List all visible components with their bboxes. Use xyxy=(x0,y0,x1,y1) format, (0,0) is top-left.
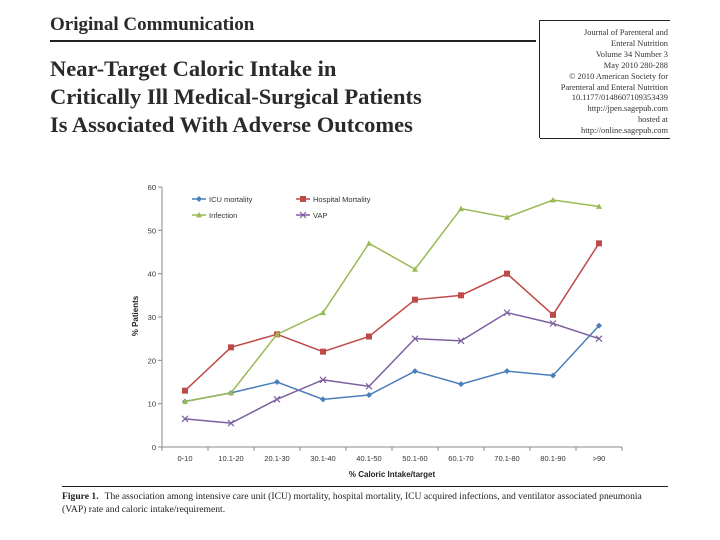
data-point-hospital-mortality xyxy=(550,311,556,318)
x-tick-label: 50.1-60 xyxy=(402,454,427,463)
header-rule xyxy=(50,40,536,42)
section-label: Original Communication xyxy=(50,14,255,35)
series-line-hospital-mortality xyxy=(184,242,600,392)
legend-marker-hospital-mortality xyxy=(300,196,306,202)
data-point-icu-mortality xyxy=(504,368,510,375)
data-point-infection xyxy=(182,398,188,404)
data-point-infection xyxy=(504,214,510,220)
x-tick-label: 20.1-30 xyxy=(264,454,289,463)
data-point-infection xyxy=(596,203,602,209)
data-point-infection xyxy=(320,309,326,316)
data-point-icu-mortality xyxy=(550,372,556,379)
y-tick-label: 60 xyxy=(148,183,156,192)
y-axis-label: % Patients xyxy=(131,295,140,336)
x-tick-label: 30.1-40 xyxy=(310,454,335,463)
data-point-vap xyxy=(181,415,189,423)
data-point-hospital-mortality xyxy=(412,296,418,303)
y-tick-label: 10 xyxy=(148,400,156,409)
x-tick-label: >90 xyxy=(593,454,606,463)
data-point-icu-mortality xyxy=(458,381,464,388)
x-tick-label: 40.1-50 xyxy=(356,454,381,463)
y-tick-label: 20 xyxy=(148,356,156,365)
x-tick-label: 70.1-80 xyxy=(494,454,519,463)
journal-info-line: http://online.sagepub.com xyxy=(581,126,668,136)
data-point-infection xyxy=(228,389,234,396)
figure-caption-text: The association among intensive care uni… xyxy=(62,491,642,515)
data-point-icu-mortality xyxy=(412,368,418,375)
data-point-hospital-mortality xyxy=(458,292,464,299)
legend-marker-vap xyxy=(299,211,307,219)
journal-info-line: Volume 34 Number 3 xyxy=(595,49,668,59)
legend-marker-infection xyxy=(196,212,202,218)
legend-label-infection: Infection xyxy=(209,211,237,220)
data-point-icu-mortality xyxy=(596,322,602,329)
data-point-icu-mortality xyxy=(274,379,280,385)
data-point-icu-mortality xyxy=(320,396,326,403)
journal-box-rule-top xyxy=(540,20,670,21)
article-title-line-2: Critically Ill Medical-Surgical Patients xyxy=(50,84,422,109)
figure-caption: Figure 1. The association among intensive… xyxy=(62,490,668,516)
legend-label-icu-mortality: ICU mortality xyxy=(209,195,253,204)
x-tick-label: 80.1-90 xyxy=(540,454,565,463)
data-point-vap xyxy=(227,419,235,427)
data-point-vap xyxy=(319,376,327,384)
series-line-vap xyxy=(184,311,600,424)
x-tick-label: 60.1-70 xyxy=(448,454,473,463)
data-point-hospital-mortality xyxy=(596,240,602,247)
legend-label-hospital-mortality: Hospital Mortality xyxy=(313,195,371,204)
journal-box-rule-bottom xyxy=(540,138,670,139)
figure-rule xyxy=(62,486,668,487)
article-title-line-3: Is Associated With Adverse Outcomes xyxy=(50,112,413,137)
y-tick-label: 50 xyxy=(148,226,156,235)
legend-label-vap: VAP xyxy=(313,211,327,220)
data-point-infection xyxy=(412,266,418,272)
y-tick-label: 40 xyxy=(148,270,156,279)
journal-info: Journal of Parenteral and Enteral Nutrit… xyxy=(542,28,668,137)
data-point-infection xyxy=(550,197,556,203)
y-tick-label: 30 xyxy=(148,313,156,322)
journal-info-line: Enteral Nutrition xyxy=(611,38,668,48)
x-tick-label: 0-10 xyxy=(177,454,192,463)
journal-info-line: Parenteral and Enteral Nutrition xyxy=(560,82,668,92)
journal-info-line: http://jpen.sagepub.com xyxy=(587,104,668,114)
article-title-line-1: Near-Target Caloric Intake in xyxy=(50,56,337,81)
data-point-hospital-mortality xyxy=(366,333,372,340)
data-point-vap xyxy=(365,382,373,390)
journal-info-line: May 2010 280-288 xyxy=(603,60,668,70)
journal-info-line: hosted at xyxy=(637,115,668,125)
data-point-vap xyxy=(457,337,465,345)
y-tick-label: 0 xyxy=(152,443,156,452)
series-line-icu-mortality xyxy=(184,325,600,403)
data-point-vap xyxy=(549,320,557,327)
data-point-vap xyxy=(595,335,603,343)
data-point-infection xyxy=(458,205,464,212)
data-point-vap xyxy=(411,335,419,343)
journal-info-line: © 2010 American Society for xyxy=(569,71,668,81)
data-point-infection xyxy=(274,331,280,337)
data-point-infection xyxy=(366,240,372,246)
data-point-icu-mortality xyxy=(366,392,372,398)
data-point-hospital-mortality xyxy=(320,348,326,355)
journal-box-rule-left xyxy=(539,20,540,138)
journal-info-line: 10.1177/0148607109353439 xyxy=(571,93,668,103)
legend-marker-icu-mortality xyxy=(196,196,202,202)
x-axis-label: % Caloric Intake/target xyxy=(349,470,436,479)
journal-info-line: Journal of Parenteral and xyxy=(584,28,668,37)
data-point-vap xyxy=(273,395,281,403)
figure-label: Figure 1. xyxy=(62,491,99,502)
data-point-hospital-mortality xyxy=(182,387,188,394)
series-line-infection xyxy=(184,199,600,403)
data-point-hospital-mortality xyxy=(504,270,510,277)
data-point-hospital-mortality xyxy=(228,344,234,351)
data-point-vap xyxy=(503,309,511,317)
x-tick-label: 10.1-20 xyxy=(218,454,243,463)
